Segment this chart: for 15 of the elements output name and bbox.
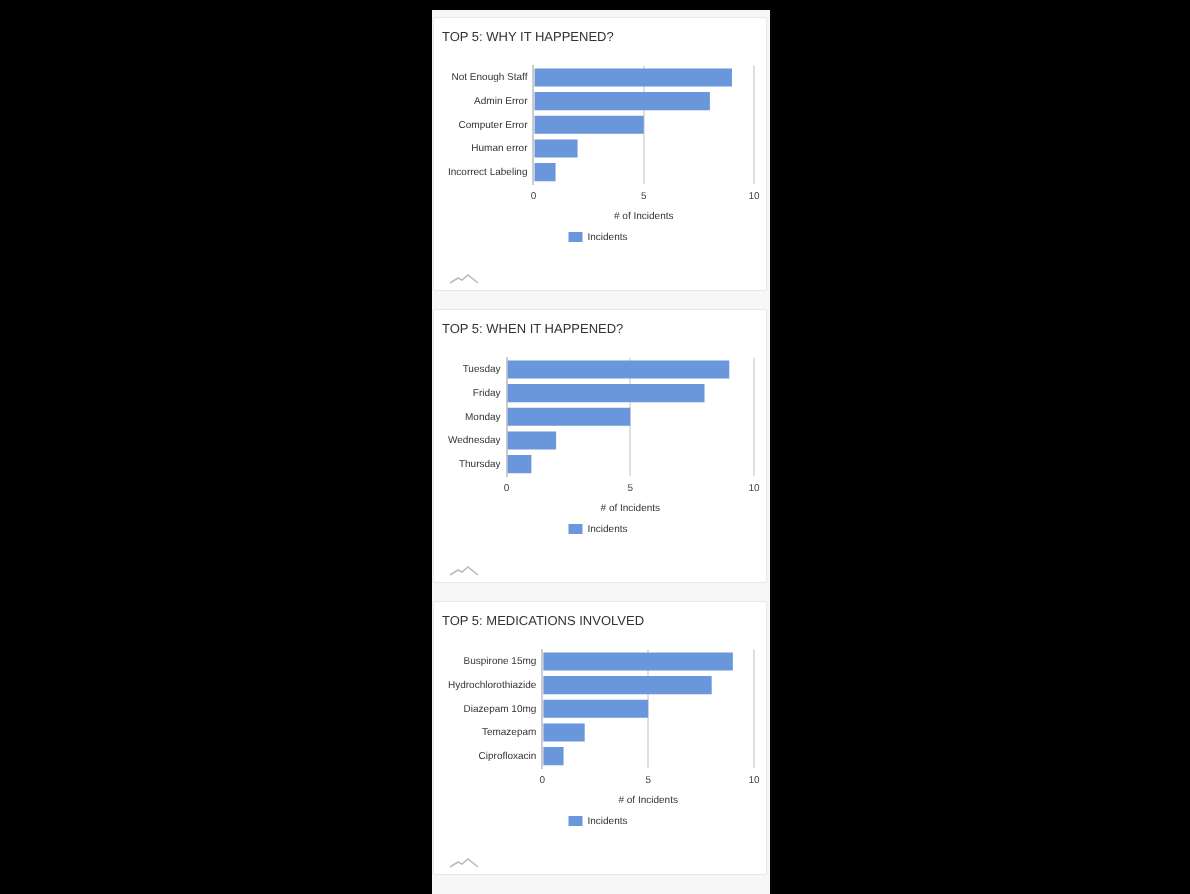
bar bbox=[534, 68, 732, 87]
bar bbox=[507, 360, 730, 379]
bar bbox=[507, 455, 532, 474]
bar bbox=[543, 652, 733, 671]
bar bbox=[534, 115, 644, 134]
bar bbox=[534, 139, 578, 158]
bar bbox=[507, 407, 631, 426]
bar bbox=[534, 163, 556, 182]
bar bbox=[534, 92, 710, 111]
bar bbox=[507, 431, 557, 450]
bar bbox=[507, 384, 705, 403]
bar bbox=[543, 747, 564, 766]
bar bbox=[543, 699, 649, 718]
bar bbox=[543, 676, 712, 695]
bar bbox=[543, 723, 585, 742]
